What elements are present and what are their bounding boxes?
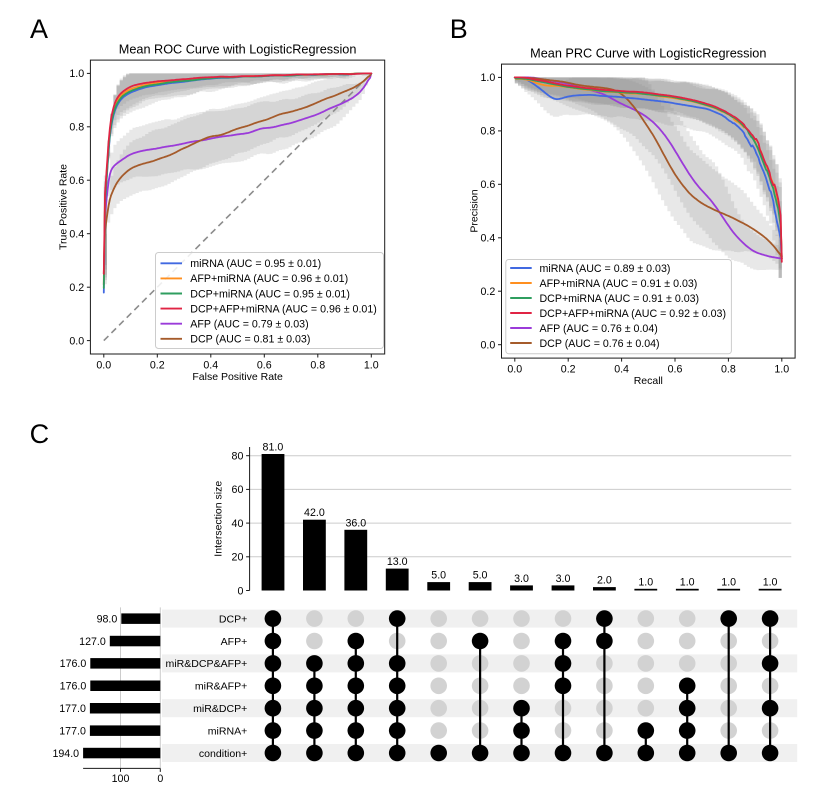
svg-text:DCP+: DCP+ bbox=[219, 613, 247, 625]
svg-text:177.0: 177.0 bbox=[59, 725, 86, 737]
svg-text:Mean ROC Curve with LogisticRe: Mean ROC Curve with LogisticRegression bbox=[119, 43, 357, 57]
svg-text:AFP (AUC = 0.76 ± 0.04): AFP (AUC = 0.76 ± 0.04) bbox=[540, 323, 658, 335]
svg-text:2.0: 2.0 bbox=[597, 575, 612, 587]
svg-text:miRNA (AUC = 0.89 ± 0.03): miRNA (AUC = 0.89 ± 0.03) bbox=[540, 263, 671, 275]
svg-text:miR&DCP+: miR&DCP+ bbox=[193, 703, 247, 715]
svg-text:20: 20 bbox=[232, 552, 244, 564]
svg-text:100: 100 bbox=[112, 773, 130, 785]
svg-text:0.0: 0.0 bbox=[507, 364, 522, 376]
svg-text:177.0: 177.0 bbox=[59, 703, 86, 715]
svg-text:0.2: 0.2 bbox=[481, 286, 496, 298]
svg-text:AFP+miRNA (AUC = 0.96 ± 0.01): AFP+miRNA (AUC = 0.96 ± 0.01) bbox=[190, 273, 348, 285]
svg-text:0.0: 0.0 bbox=[69, 335, 84, 347]
svg-text:AFP (AUC = 0.79 ± 0.03): AFP (AUC = 0.79 ± 0.03) bbox=[190, 319, 308, 331]
svg-text:AFP+miRNA (AUC = 0.91 ± 0.03): AFP+miRNA (AUC = 0.91 ± 0.03) bbox=[540, 278, 698, 290]
svg-text:1.0: 1.0 bbox=[481, 72, 496, 84]
svg-text:True Positive Rate: True Positive Rate bbox=[58, 164, 70, 250]
svg-text:Precision: Precision bbox=[469, 189, 481, 232]
svg-text:0.8: 0.8 bbox=[721, 364, 736, 376]
svg-text:3.0: 3.0 bbox=[514, 573, 529, 585]
svg-text:DCP (AUC = 0.81 ± 0.03): DCP (AUC = 0.81 ± 0.03) bbox=[190, 334, 310, 346]
svg-text:Intersection size: Intersection size bbox=[213, 481, 225, 557]
svg-text:0.6: 0.6 bbox=[481, 179, 496, 191]
svg-text:0.8: 0.8 bbox=[69, 122, 84, 134]
svg-text:0.0: 0.0 bbox=[481, 340, 496, 352]
svg-text:DCP+miRNA (AUC = 0.91 ± 0.03): DCP+miRNA (AUC = 0.91 ± 0.03) bbox=[540, 293, 700, 305]
svg-text:Recall: Recall bbox=[634, 375, 663, 387]
svg-text:A: A bbox=[30, 14, 48, 44]
svg-text:0.4: 0.4 bbox=[614, 364, 629, 376]
svg-text:AFP+: AFP+ bbox=[221, 636, 248, 648]
svg-text:DCP (AUC = 0.76 ± 0.04): DCP (AUC = 0.76 ± 0.04) bbox=[540, 338, 660, 350]
svg-text:5.0: 5.0 bbox=[431, 570, 446, 582]
svg-text:0.2: 0.2 bbox=[69, 282, 84, 294]
svg-text:0.4: 0.4 bbox=[69, 229, 84, 241]
svg-text:1.0: 1.0 bbox=[69, 68, 84, 80]
svg-text:1.0: 1.0 bbox=[774, 364, 789, 376]
svg-text:176.0: 176.0 bbox=[60, 658, 87, 670]
svg-text:0.4: 0.4 bbox=[203, 359, 218, 371]
svg-text:1.0: 1.0 bbox=[721, 576, 736, 588]
svg-text:127.0: 127.0 bbox=[79, 636, 106, 648]
svg-text:0.8: 0.8 bbox=[481, 126, 496, 138]
svg-text:Mean PRC Curve with LogisticRe: Mean PRC Curve with LogisticRegression bbox=[530, 47, 766, 61]
svg-text:miRNA (AUC = 0.95 ± 0.01): miRNA (AUC = 0.95 ± 0.01) bbox=[190, 258, 321, 270]
svg-text:13.0: 13.0 bbox=[387, 556, 408, 568]
svg-text:81.0: 81.0 bbox=[263, 442, 284, 454]
svg-text:C: C bbox=[30, 419, 49, 449]
svg-text:0.6: 0.6 bbox=[257, 359, 272, 371]
svg-text:B: B bbox=[450, 14, 468, 44]
svg-text:1.0: 1.0 bbox=[680, 576, 695, 588]
svg-text:DCP+AFP+miRNA (AUC = 0.92 ± 0.: DCP+AFP+miRNA (AUC = 0.92 ± 0.03) bbox=[540, 308, 727, 320]
svg-text:176.0: 176.0 bbox=[60, 681, 87, 693]
svg-text:miR&DCP&AFP+: miR&DCP&AFP+ bbox=[166, 658, 248, 670]
svg-text:5.0: 5.0 bbox=[473, 570, 488, 582]
svg-text:0.6: 0.6 bbox=[668, 364, 683, 376]
svg-text:0.2: 0.2 bbox=[561, 364, 576, 376]
svg-text:0.4: 0.4 bbox=[481, 233, 496, 245]
svg-text:0.0: 0.0 bbox=[96, 359, 111, 371]
svg-text:42.0: 42.0 bbox=[304, 507, 325, 519]
svg-text:60: 60 bbox=[232, 484, 244, 496]
svg-text:DCP+AFP+miRNA (AUC = 0.96 ± 0.: DCP+AFP+miRNA (AUC = 0.96 ± 0.01) bbox=[190, 303, 377, 315]
svg-text:1.0: 1.0 bbox=[364, 359, 379, 371]
svg-text:miRNA+: miRNA+ bbox=[208, 725, 248, 737]
svg-text:3.0: 3.0 bbox=[556, 573, 571, 585]
svg-text:miR&AFP+: miR&AFP+ bbox=[195, 681, 247, 693]
svg-text:36.0: 36.0 bbox=[345, 517, 366, 529]
svg-text:0.6: 0.6 bbox=[69, 175, 84, 187]
svg-text:0.8: 0.8 bbox=[310, 359, 325, 371]
svg-text:1.0: 1.0 bbox=[763, 576, 778, 588]
svg-text:1.0: 1.0 bbox=[638, 576, 653, 588]
svg-text:0.2: 0.2 bbox=[150, 359, 165, 371]
svg-text:condition+: condition+ bbox=[199, 748, 247, 760]
svg-text:False Positive Rate: False Positive Rate bbox=[192, 371, 283, 383]
svg-text:80: 80 bbox=[232, 451, 244, 463]
svg-text:DCP+miRNA (AUC = 0.95 ± 0.01): DCP+miRNA (AUC = 0.95 ± 0.01) bbox=[190, 288, 350, 300]
svg-text:194.0: 194.0 bbox=[52, 748, 79, 760]
svg-text:0: 0 bbox=[157, 773, 163, 785]
svg-text:98.0: 98.0 bbox=[97, 613, 118, 625]
svg-text:0: 0 bbox=[237, 585, 243, 597]
svg-text:40: 40 bbox=[232, 518, 244, 530]
